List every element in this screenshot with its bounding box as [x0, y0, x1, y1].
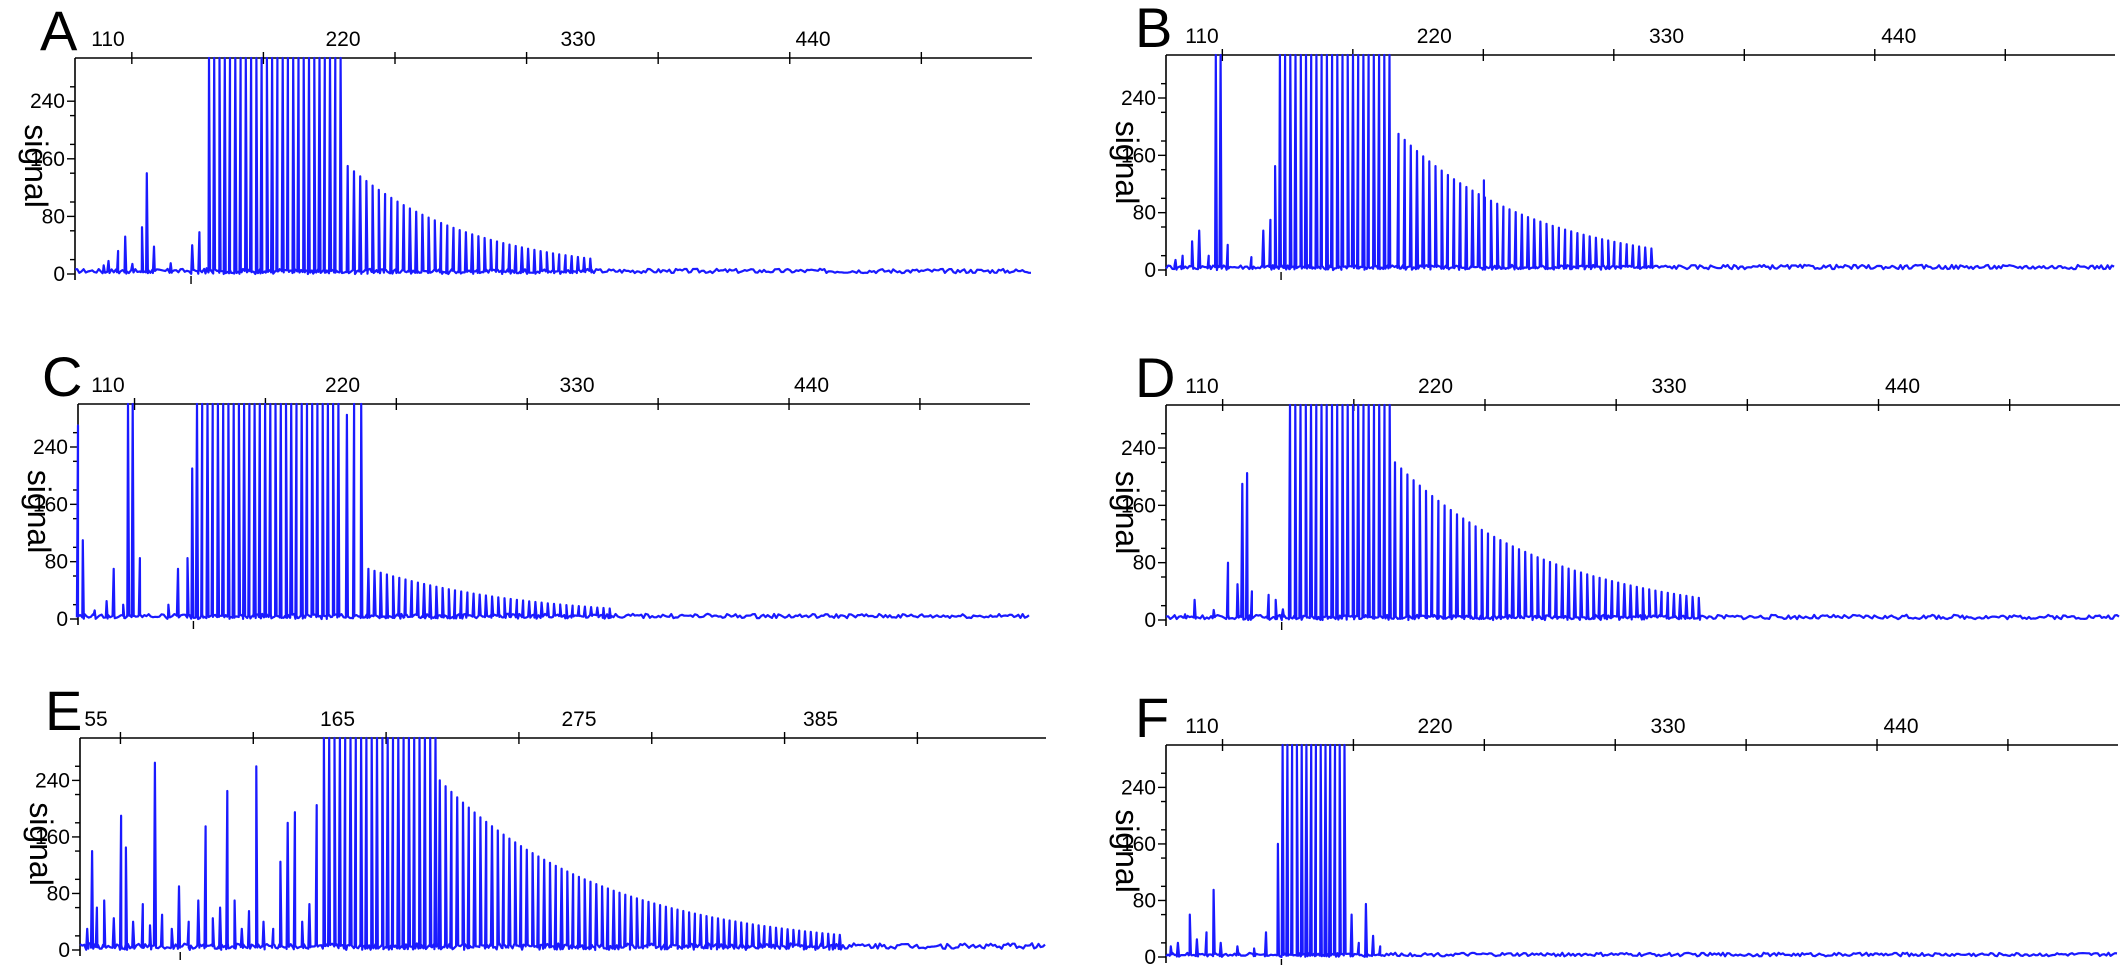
x-tick-label: 110: [1185, 25, 1218, 48]
y-tick-label: 160: [1121, 494, 1156, 517]
x-tick-label: 440: [795, 28, 830, 51]
signal-trace: [1165, 403, 2120, 622]
y-tick-label: 0: [1144, 609, 1156, 632]
y-tick-label: 240: [33, 436, 68, 459]
y-tick-label: 80: [1133, 202, 1156, 225]
x-tick-label: 275: [561, 708, 596, 731]
panel-letter: E: [45, 679, 82, 742]
y-tick-label: 80: [45, 551, 68, 574]
signal-trace: [1165, 743, 2118, 959]
signal-trace: [74, 56, 1031, 276]
panel-letter: B: [1135, 0, 1172, 59]
x-tick-label: 330: [1650, 715, 1685, 738]
x-tick-label: 110: [91, 374, 124, 397]
x-tick-label: 220: [325, 374, 360, 397]
y-axis-label: signal: [1109, 471, 1145, 555]
x-tick-label: 385: [803, 708, 838, 731]
panel-letter: F: [1135, 686, 1169, 749]
y-tick-label: 80: [1133, 552, 1156, 575]
x-tick-label: 330: [1649, 25, 1684, 48]
y-axis-label: signal: [23, 802, 59, 886]
y-tick-label: 160: [33, 493, 68, 516]
y-tick-label: 0: [56, 608, 68, 631]
y-tick-label: 240: [30, 90, 65, 113]
signal-trace: [1165, 53, 2115, 272]
panel-letter: D: [1135, 346, 1175, 409]
y-tick-label: 160: [35, 826, 70, 849]
y-tick-label: 0: [1144, 259, 1156, 282]
x-tick-label: 330: [559, 374, 594, 397]
x-tick-label: 55: [84, 708, 107, 731]
x-tick-label: 440: [794, 374, 829, 397]
y-tick-label: 0: [1144, 946, 1156, 965]
y-tick-label: 80: [42, 205, 65, 228]
x-tick-label: 220: [1417, 25, 1452, 48]
y-tick-label: 0: [53, 263, 65, 286]
y-axis-label: signal: [1109, 121, 1145, 205]
y-tick-label: 80: [47, 882, 70, 905]
y-tick-label: 240: [1121, 437, 1156, 460]
panel-letter: C: [42, 345, 82, 408]
y-tick-label: 240: [1121, 87, 1156, 110]
signal-trace: [75, 402, 1030, 621]
x-tick-label: 165: [320, 708, 355, 731]
x-tick-label: 220: [1418, 375, 1453, 398]
y-tick-label: 160: [30, 148, 65, 171]
x-tick-label: 440: [1883, 715, 1918, 738]
x-tick-label: 440: [1885, 375, 1920, 398]
x-tick-label: 220: [325, 28, 360, 51]
x-tick-label: 330: [1651, 375, 1686, 398]
x-tick-label: 440: [1881, 25, 1916, 48]
x-tick-label: 110: [1185, 715, 1218, 738]
signal-trace: [79, 736, 1046, 952]
y-tick-label: 240: [1121, 776, 1156, 799]
y-axis-label: signal: [1109, 809, 1145, 893]
x-tick-label: 220: [1417, 715, 1452, 738]
x-tick-label: 330: [560, 28, 595, 51]
y-axis-label: signal: [18, 124, 54, 208]
y-tick-label: 240: [35, 769, 70, 792]
y-tick-label: 160: [1121, 833, 1156, 856]
x-tick-label: 110: [1185, 375, 1218, 398]
y-tick-label: 160: [1121, 144, 1156, 167]
y-axis-label: signal: [21, 470, 57, 554]
x-tick-label: 110: [91, 28, 124, 51]
y-tick-label: 80: [1133, 889, 1156, 912]
y-tick-label: 0: [58, 939, 70, 962]
panel-letter: A: [40, 0, 78, 62]
